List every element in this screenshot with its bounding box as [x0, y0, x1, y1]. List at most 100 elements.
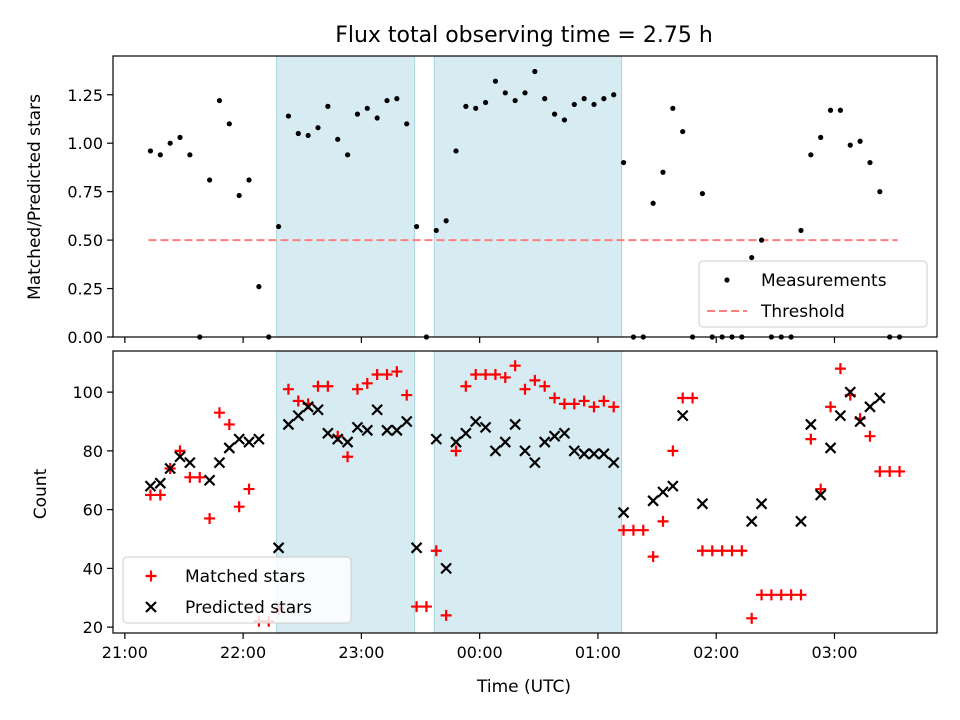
data-point [354, 111, 361, 117]
data-point [765, 589, 777, 601]
data-point [440, 609, 452, 621]
data-point [736, 545, 748, 557]
data-point [331, 433, 344, 445]
data-point [344, 152, 351, 158]
x-tick-label: 23:00 [338, 643, 384, 662]
data-point [381, 369, 393, 380]
y-tick-label: 0.75 [67, 183, 103, 202]
data-point [706, 545, 718, 557]
data-point [578, 395, 590, 407]
data-point [618, 524, 630, 536]
data-point [489, 445, 502, 457]
data-point [411, 601, 423, 613]
data-point [394, 96, 400, 102]
data-point [512, 97, 518, 104]
data-point [588, 401, 600, 413]
data-point [667, 480, 679, 492]
data-point [450, 436, 462, 448]
data-point [154, 489, 166, 501]
data-point [400, 415, 413, 428]
data-point [627, 524, 639, 536]
data-point [834, 409, 847, 422]
data-point [450, 445, 462, 457]
x-tick-label: 03:00 [811, 643, 857, 662]
data-point [184, 471, 196, 483]
data-point [381, 424, 393, 437]
data-point [384, 97, 390, 104]
data-point [696, 545, 708, 557]
data-point [282, 418, 295, 431]
data-point [206, 177, 213, 183]
data-point [236, 192, 242, 199]
x-tick-label: 22:00 [220, 643, 266, 662]
data-point [844, 386, 857, 398]
data-point [877, 189, 883, 195]
data-point [647, 495, 659, 507]
data-point [519, 445, 531, 457]
data-point [473, 105, 479, 111]
data-point [292, 395, 304, 407]
data-point [489, 369, 501, 380]
legend: Matched stars Predicted stars [122, 556, 352, 624]
data-point [864, 430, 876, 442]
data-point [371, 369, 383, 380]
y-tick-label: 40 [83, 559, 103, 578]
data-point [144, 480, 157, 492]
data-point [598, 448, 610, 460]
data-point [502, 90, 508, 96]
data-point [302, 401, 314, 413]
data-point [233, 501, 245, 513]
data-point [847, 142, 853, 148]
data-point [529, 456, 541, 469]
top-y-axis-label: Matched/Predicted stars [25, 94, 45, 300]
legend-box [122, 556, 352, 624]
data-point [857, 138, 863, 144]
data-point [233, 433, 245, 445]
data-point [325, 103, 331, 109]
data-point [745, 515, 758, 528]
data-point [174, 445, 186, 457]
data-point [322, 427, 334, 440]
x-tick-label: 01:00 [575, 643, 621, 662]
x-tick-label: 00:00 [457, 643, 503, 662]
data-point [660, 169, 666, 175]
data-point [374, 115, 380, 121]
observing-window-2 [433, 55, 623, 338]
data-point [460, 427, 472, 440]
legend-marker [724, 277, 730, 283]
data-point [204, 512, 216, 524]
data-point [420, 601, 432, 613]
data-point [433, 227, 439, 234]
legend-marker [145, 601, 157, 613]
series-predicted-stars [144, 386, 886, 575]
series-measurements [147, 68, 903, 340]
data-point [670, 105, 676, 111]
legend-label: Predicted stars [185, 598, 312, 618]
data-point [223, 442, 236, 454]
data-point [361, 424, 374, 437]
data-point [805, 418, 817, 431]
data-point [187, 152, 193, 158]
y-tick-label: 60 [83, 501, 103, 520]
data-point [482, 99, 489, 106]
data-point [551, 111, 558, 117]
data-point [243, 436, 255, 448]
data-point [154, 477, 167, 489]
data-point [174, 450, 186, 463]
data-point [213, 456, 226, 469]
data-point [144, 489, 156, 501]
data-point [758, 237, 765, 243]
data-point [699, 190, 706, 197]
data-point [825, 401, 837, 413]
data-point [608, 401, 620, 413]
data-point [867, 159, 873, 166]
data-point [814, 489, 827, 501]
data-point [716, 545, 728, 557]
data-point [430, 545, 442, 557]
data-point [401, 389, 413, 401]
data-point [696, 497, 709, 510]
data-point [558, 427, 571, 440]
x-axis-label: Time (UTC) [476, 677, 571, 697]
y-tick-label: 1.00 [67, 134, 103, 153]
